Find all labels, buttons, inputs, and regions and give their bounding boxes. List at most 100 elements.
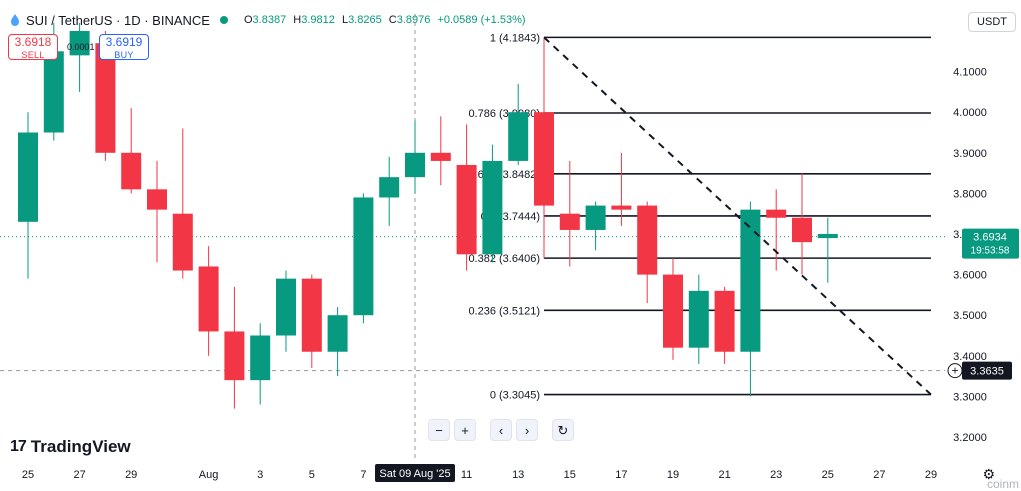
candle-body — [637, 205, 658, 275]
x-tick-label: 11 — [461, 469, 472, 481]
candle-body — [250, 335, 271, 381]
candle-body — [301, 278, 322, 352]
x-tick-label: 7 — [360, 469, 366, 481]
fib-level-label: 0 (3.3045) — [490, 390, 540, 402]
candle-body — [482, 160, 503, 255]
candle-body — [405, 152, 425, 178]
candle-body — [663, 274, 683, 348]
x-tick-label: 3 — [257, 469, 263, 481]
fib-level-label: 0.382 (3.6406) — [468, 253, 540, 265]
candle-body — [379, 177, 400, 198]
y-tick-label: 3.5000 — [953, 310, 987, 322]
low-value: 3.8265 — [348, 14, 382, 26]
market-status-dot — [219, 16, 228, 24]
add-alert-icon — [947, 363, 963, 379]
settings-gear-icon[interactable]: ⚙ — [982, 466, 995, 482]
candle-body — [688, 290, 709, 348]
candle-body — [224, 331, 245, 381]
candle-body — [69, 31, 90, 56]
candle-body — [18, 132, 38, 222]
x-tick-label: 15 — [564, 469, 576, 481]
x-tick-label: 21 — [718, 469, 730, 481]
y-tick-label: 4.1000 — [953, 67, 987, 79]
tradingview-logo[interactable]: 17 TradingView — [10, 437, 131, 457]
candle-body — [714, 290, 735, 352]
spread-value: 0.0001 — [67, 42, 95, 52]
open-value: 3.8387 — [252, 14, 287, 26]
ohlc-legend: O3.8387 H3.9812 L3.8265 C3.8976 +0.0589 … — [240, 14, 526, 26]
sell-button[interactable]: 3.6918 SELL — [8, 34, 58, 60]
y-tick-label: 3.6000 — [953, 270, 987, 282]
crosshair-price-tag — [962, 361, 1012, 380]
watermark-text: coinm — [986, 477, 1019, 491]
scroll-right-button[interactable]: › — [516, 419, 538, 441]
zoom-out-button[interactable]: − — [428, 419, 450, 441]
trend-line — [543, 36, 932, 396]
candle-body — [95, 43, 116, 153]
x-tick-label: 27 — [873, 469, 885, 481]
symbol-header: SUI / TetherUS · 1D · BINANCE O3.8387 H3… — [8, 10, 526, 30]
x-tick-label: 23 — [770, 469, 782, 481]
tradingview-wordmark: TradingView — [30, 437, 131, 456]
chart-navigation: − + ‹ › ↻ — [428, 419, 574, 441]
y-tick-label: 3.9000 — [953, 148, 987, 160]
candle-body — [327, 315, 348, 352]
currency-selector[interactable]: USDT — [968, 12, 1016, 32]
y-tick-label: 3.8000 — [953, 188, 987, 200]
candle-body — [198, 266, 219, 332]
candle-body — [585, 205, 606, 230]
crosshair-date-label: Sat 09 Aug '25 — [379, 468, 450, 480]
candle-body — [508, 112, 529, 161]
fib-level-label: 0.786 (3.9980) — [468, 108, 540, 120]
reset-chart-button[interactable]: ↻ — [552, 419, 574, 441]
y-tick-label: 3.2000 — [953, 432, 987, 444]
x-tick-label: 17 — [615, 469, 627, 481]
tradingview-mark-icon: 17 — [10, 438, 27, 455]
y-tick-label: 3.3000 — [953, 391, 987, 403]
candle-body — [276, 278, 296, 336]
fib-level-label: 1 (4.1843) — [490, 32, 540, 44]
add-alert-plus: + — [951, 364, 958, 378]
sell-label: SELL — [21, 50, 45, 60]
x-tick-label: 13 — [512, 469, 524, 481]
bar-countdown: 19:53:58 — [971, 246, 1010, 257]
x-tick-label: 19 — [667, 469, 679, 481]
low-label: L — [341, 14, 349, 26]
sell-price: 3.6918 — [14, 35, 52, 49]
crosshair-price-label: 3.3635 — [970, 366, 1004, 378]
sui-logo-icon — [11, 14, 19, 26]
candle-body — [740, 209, 761, 352]
high-value: 3.9812 — [301, 14, 335, 26]
x-tick-label: 25 — [22, 469, 34, 481]
candle-body — [172, 213, 193, 271]
candle-body — [559, 213, 580, 230]
x-tick-label: 5 — [309, 469, 315, 481]
candle-body — [121, 152, 142, 190]
high-label: H — [293, 14, 302, 26]
y-tick-label: 3.4000 — [953, 351, 987, 363]
candle-body — [147, 189, 167, 210]
last-price-label: 3.6934 — [973, 232, 1007, 244]
last-price-tag — [962, 228, 1019, 259]
zoom-in-button[interactable]: + — [454, 419, 476, 441]
close-label: C — [388, 14, 397, 26]
change-value: +0.0589 (+1.53%) — [437, 14, 526, 26]
candle-body — [353, 197, 374, 316]
x-tick-label: 25 — [822, 469, 834, 481]
y-tick-label: 4.0000 — [953, 107, 987, 119]
buy-price: 3.6919 — [105, 35, 143, 49]
buy-button[interactable]: 3.6919 BUY — [99, 34, 149, 60]
candle-body — [430, 152, 451, 161]
x-tick-label: 29 — [925, 469, 937, 481]
x-tick-label: 29 — [125, 469, 137, 481]
candle-body — [766, 209, 787, 218]
candle-body — [792, 217, 812, 243]
x-tick-label: Aug — [199, 469, 219, 481]
candle-body — [456, 164, 477, 255]
x-tick-label: 27 — [73, 469, 85, 481]
candle-body — [534, 112, 554, 206]
symbol-title[interactable]: SUI / TetherUS · 1D · BINANCE — [26, 12, 210, 28]
scroll-left-button[interactable]: ‹ — [490, 419, 512, 441]
candle-body — [817, 234, 838, 239]
